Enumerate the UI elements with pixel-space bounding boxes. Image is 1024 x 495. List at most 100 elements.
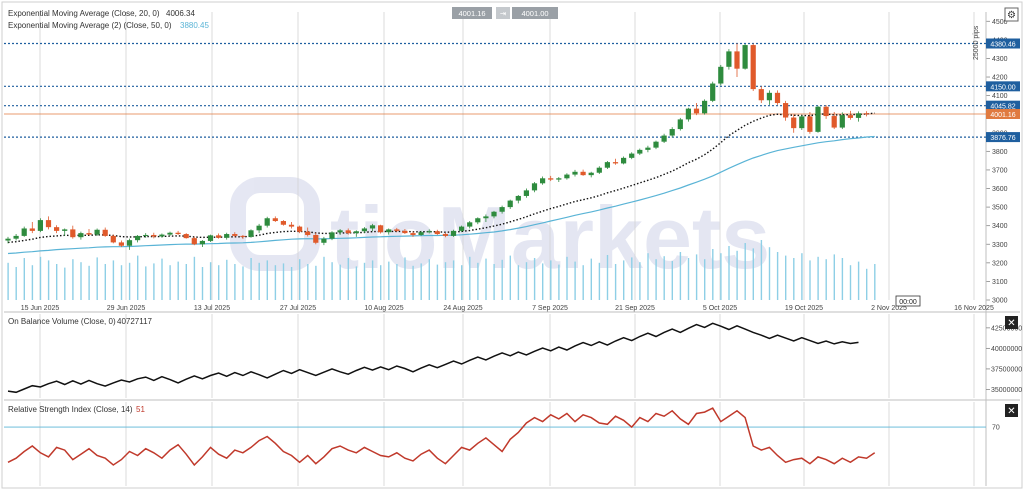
candle[interactable] (329, 232, 335, 239)
candle[interactable] (102, 229, 108, 236)
candle[interactable] (467, 222, 473, 227)
candle[interactable] (183, 234, 189, 239)
candle[interactable] (5, 238, 11, 241)
candle[interactable] (313, 234, 319, 243)
candle[interactable] (572, 171, 578, 175)
candle[interactable] (540, 178, 546, 184)
candle[interactable] (110, 235, 116, 243)
candle[interactable] (588, 172, 594, 176)
candle[interactable] (442, 234, 448, 236)
candle[interactable] (596, 167, 602, 173)
candle[interactable] (13, 235, 19, 239)
candle[interactable] (710, 83, 716, 101)
candle[interactable] (499, 207, 505, 212)
candle[interactable] (175, 232, 181, 235)
candle[interactable] (280, 221, 286, 225)
candle[interactable] (523, 190, 529, 196)
candle[interactable] (54, 227, 60, 231)
price-pane[interactable]: 4500440043004200410040003900380037003600… (4, 12, 1020, 486)
candle[interactable] (604, 162, 610, 168)
obv-close-button[interactable]: ✕ (1005, 316, 1018, 329)
candle[interactable] (86, 233, 92, 235)
candle[interactable] (799, 116, 805, 129)
candle[interactable] (418, 232, 424, 235)
candle[interactable] (199, 240, 205, 245)
candle[interactable] (685, 108, 691, 120)
candle[interactable] (207, 235, 214, 241)
candle[interactable] (78, 233, 84, 238)
candle[interactable] (758, 89, 764, 101)
obv-close-box[interactable] (1005, 316, 1018, 329)
candle[interactable] (450, 230, 457, 236)
candle[interactable] (353, 231, 359, 234)
candle[interactable] (483, 216, 489, 219)
close-icon[interactable]: ✕ (1007, 318, 1015, 329)
candle[interactable] (515, 195, 521, 201)
candle[interactable] (693, 108, 700, 114)
candle[interactable] (288, 224, 295, 227)
candle[interactable] (378, 225, 384, 233)
candle[interactable] (37, 220, 43, 231)
candle[interactable] (135, 235, 141, 241)
candle[interactable] (661, 135, 667, 142)
candle[interactable] (847, 115, 853, 118)
candle[interactable] (459, 226, 465, 231)
candle[interactable] (823, 106, 829, 117)
candle[interactable] (272, 218, 278, 222)
candle[interactable] (831, 116, 837, 128)
candle[interactable] (216, 235, 222, 238)
candle[interactable] (70, 229, 76, 238)
candle[interactable] (232, 234, 238, 236)
candle[interactable] (143, 234, 149, 236)
candle[interactable] (151, 234, 157, 237)
candle[interactable] (321, 238, 327, 243)
candle[interactable] (766, 92, 772, 101)
candle[interactable] (548, 178, 554, 180)
candle[interactable] (815, 106, 821, 132)
candle[interactable] (345, 230, 351, 234)
candle[interactable] (126, 240, 133, 246)
candle[interactable] (191, 238, 197, 245)
candle[interactable] (337, 230, 343, 233)
rsi-close-button[interactable]: ✕ (1005, 404, 1018, 417)
candle[interactable] (248, 230, 254, 237)
candle[interactable] (369, 225, 376, 229)
candle[interactable] (94, 229, 100, 235)
candle[interactable] (29, 228, 35, 231)
candle[interactable] (361, 228, 367, 232)
candle[interactable] (402, 230, 408, 234)
candle[interactable] (718, 66, 724, 84)
candle[interactable] (621, 157, 627, 164)
candle[interactable] (783, 103, 789, 118)
candle[interactable] (118, 242, 124, 246)
candle[interactable] (305, 231, 311, 235)
candle[interactable] (637, 149, 643, 154)
candle[interactable] (774, 92, 781, 104)
candle[interactable] (612, 162, 619, 164)
candle[interactable] (855, 113, 862, 118)
candle[interactable] (264, 218, 270, 226)
candle[interactable] (159, 234, 165, 237)
candle[interactable] (807, 116, 813, 132)
candle[interactable] (507, 200, 513, 208)
candle[interactable] (386, 229, 392, 233)
candle[interactable] (677, 119, 683, 130)
settings-button-frame[interactable] (1004, 7, 1019, 22)
candle[interactable] (556, 178, 562, 180)
candle[interactable] (726, 51, 732, 67)
close-icon[interactable]: ✕ (1007, 406, 1015, 417)
candle[interactable] (240, 235, 246, 237)
candle[interactable] (864, 113, 870, 115)
rsi-pane[interactable]: 70 (4, 402, 1000, 486)
candle[interactable] (669, 129, 675, 136)
candle[interactable] (564, 174, 570, 179)
candle[interactable] (734, 51, 740, 69)
candle[interactable] (45, 220, 52, 228)
candle[interactable] (410, 233, 416, 235)
candle[interactable] (653, 141, 659, 148)
candle[interactable] (62, 229, 68, 231)
candle[interactable] (434, 231, 440, 235)
candle[interactable] (742, 45, 748, 69)
candle[interactable] (167, 232, 173, 235)
candle[interactable] (21, 228, 27, 236)
